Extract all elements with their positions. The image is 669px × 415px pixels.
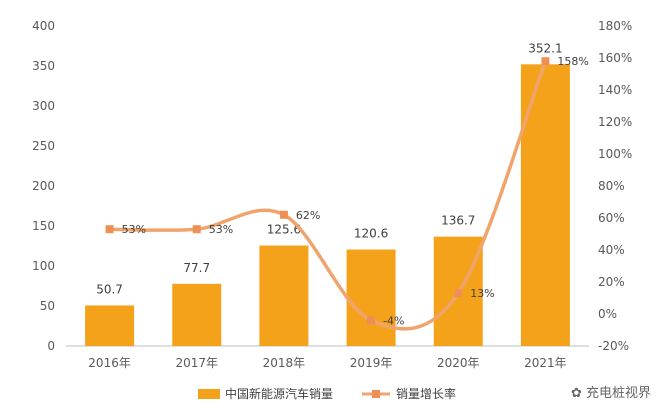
bar-value-label: 77.7: [183, 261, 210, 275]
growth-marker: [454, 289, 463, 298]
x-tick-label: 2021年: [524, 356, 567, 370]
left-tick-label: 150: [32, 219, 55, 233]
right-tick-label: 0%: [598, 307, 617, 321]
bar: [172, 283, 222, 346]
legend-line-label: 销量增长率: [396, 386, 456, 401]
right-tick-label: 100%: [598, 147, 632, 161]
x-tick-label: 2017年: [175, 356, 218, 370]
bar-value-label: 120.6: [354, 227, 388, 241]
right-axis: -20% 0% 20% 40% 60% 80% 100% 120% 140% 160% 180%: [598, 19, 632, 353]
growth-marker: [279, 210, 288, 219]
growth-marker: [105, 225, 114, 234]
growth-value-label: 158%: [557, 55, 588, 68]
bar: [346, 249, 396, 346]
growth-marker: [367, 316, 376, 325]
growth-marker: [541, 57, 550, 66]
right-tick-label: 80%: [598, 179, 625, 193]
wechat-icon: ✿: [570, 386, 582, 401]
right-tick-label: -20%: [598, 339, 629, 353]
legend-line-marker: [372, 390, 380, 398]
bar-value-label: 125.6: [267, 223, 301, 237]
legend-bar-swatch: [198, 389, 220, 399]
left-tick-label: 300: [32, 99, 55, 113]
growth-value-label: 62%: [296, 209, 320, 222]
x-tick-label: 2020年: [437, 356, 480, 370]
left-tick-label: 350: [32, 59, 55, 73]
bar: [85, 305, 135, 346]
growth-value-label: 53%: [122, 223, 146, 236]
legend: 中国新能源汽车销量 销量增长率: [198, 386, 456, 401]
right-tick-label: 120%: [598, 115, 632, 129]
bar: [520, 64, 570, 346]
left-tick-label: 50: [40, 299, 55, 313]
left-axis: 0 50 100 150 200 250 300 350 400: [32, 19, 55, 353]
left-tick-label: 100: [32, 259, 55, 273]
growth-value-label: -4%: [383, 314, 404, 327]
right-tick-label: 60%: [598, 211, 625, 225]
x-tick-label: 2019年: [350, 356, 393, 370]
x-tick-label: 2018年: [263, 356, 306, 370]
watermark-text: 充电桩视界: [585, 386, 651, 401]
right-tick-label: 140%: [598, 83, 632, 97]
bar: [259, 245, 309, 346]
left-tick-label: 0: [47, 339, 55, 353]
right-tick-label: 180%: [598, 19, 632, 33]
bar-value-label: 352.1: [528, 41, 562, 55]
line-series: 53% 53% 62% -4% 13% 158%: [105, 55, 589, 331]
right-tick-label: 160%: [598, 51, 632, 65]
bar-value-label: 136.7: [441, 214, 475, 228]
legend-bar-label: 中国新能源汽车销量: [225, 386, 333, 401]
right-tick-label: 20%: [598, 275, 625, 289]
bar-value-label: 50.7: [96, 282, 123, 296]
growth-value-label: 53%: [209, 223, 233, 236]
x-axis: 2016年 2017年 2018年 2019年 2020年 2021年: [88, 356, 566, 370]
growth-value-label: 13%: [470, 287, 494, 300]
left-tick-label: 200: [32, 179, 55, 193]
bar-data-labels: 50.7 77.7 125.6 120.6 136.7 352.1: [96, 41, 562, 296]
right-tick-label: 40%: [598, 243, 625, 257]
left-tick-label: 250: [32, 139, 55, 153]
watermark: ✿ 充电桩视界: [571, 382, 651, 401]
x-tick-label: 2016年: [88, 356, 131, 370]
bar-series: [85, 64, 570, 346]
left-tick-label: 400: [32, 19, 55, 33]
growth-marker: [192, 225, 201, 234]
